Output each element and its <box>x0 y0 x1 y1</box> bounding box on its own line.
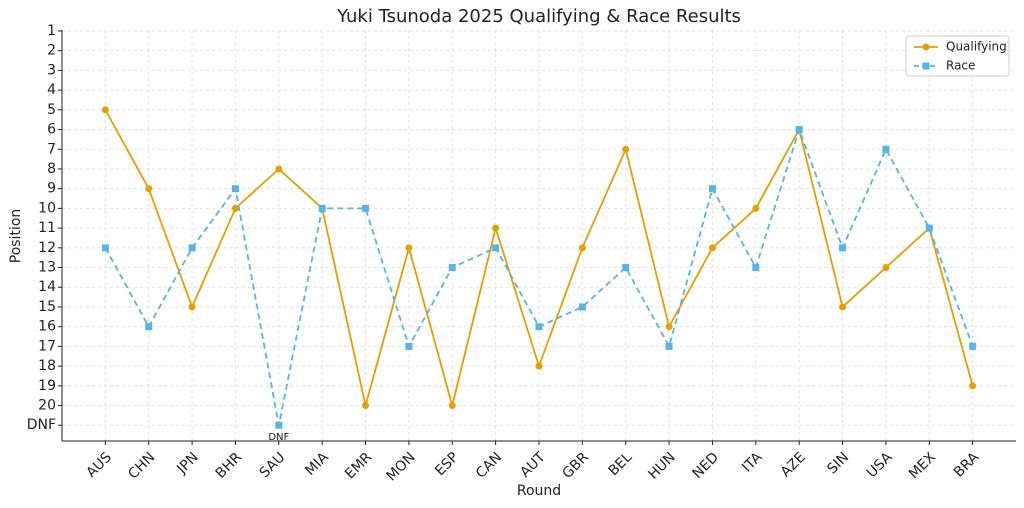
marker <box>839 244 847 252</box>
x-tick-label: AUT <box>517 449 549 481</box>
x-tick-label: SIN <box>824 449 852 477</box>
y-tick-label: 17 <box>38 338 56 354</box>
x-tick-label: CAN <box>473 449 505 481</box>
marker <box>275 165 283 173</box>
y-tick-label: 16 <box>38 319 56 335</box>
marker <box>922 62 930 70</box>
y-tick-label: 1 <box>47 23 56 39</box>
y-tick-label: 20 <box>38 398 56 414</box>
marker <box>405 244 413 252</box>
y-tick-label: 15 <box>38 299 56 315</box>
marker <box>188 244 196 252</box>
marker <box>622 145 630 153</box>
marker <box>448 264 456 272</box>
marker <box>665 342 673 350</box>
x-tick-label: CHN <box>125 449 158 482</box>
marker <box>578 244 586 252</box>
x-tick-label: NED <box>690 449 723 482</box>
marker <box>535 362 543 370</box>
x-tick-label: EMR <box>342 449 375 482</box>
marker <box>922 43 930 51</box>
marker <box>969 342 977 350</box>
x-tick-label: JPN <box>173 449 201 477</box>
y-tick-label: 5 <box>47 102 56 118</box>
y-tick-label: 2 <box>47 43 56 59</box>
marker <box>665 323 673 331</box>
marker <box>492 224 500 232</box>
marker <box>275 421 283 429</box>
y-tick-label: 9 <box>47 181 56 197</box>
marker <box>882 145 890 153</box>
marker <box>535 323 543 331</box>
y-tick-label: 18 <box>38 358 56 374</box>
marker <box>752 204 760 212</box>
y-tick-label: 3 <box>47 62 56 78</box>
y-tick-label: DNF <box>27 417 56 433</box>
marker <box>969 382 977 390</box>
y-tick-label: 7 <box>47 141 56 157</box>
y-tick-label: 12 <box>38 240 56 256</box>
marker <box>145 185 153 193</box>
marker <box>405 342 413 350</box>
y-tick-label: 14 <box>38 279 56 295</box>
x-tick-label: AUS <box>83 449 115 481</box>
marker <box>101 106 109 114</box>
x-tick-label: MIA <box>302 449 332 479</box>
marker <box>188 303 196 311</box>
x-tick-label: GBR <box>559 449 592 482</box>
marker <box>362 402 370 410</box>
marker <box>492 244 500 252</box>
x-tick-label: MON <box>384 449 419 484</box>
marker <box>839 303 847 311</box>
marker <box>708 185 716 193</box>
annotation: DNF <box>268 432 289 443</box>
chart-title: Yuki Tsunoda 2025 Qualifying & Race Resu… <box>336 6 741 27</box>
marker <box>231 185 239 193</box>
marker <box>448 402 456 410</box>
marker <box>708 244 716 252</box>
x-tick-label: ESP <box>432 449 462 479</box>
marker <box>578 303 586 311</box>
y-tick-label: 11 <box>38 220 56 236</box>
y-tick-label: 13 <box>38 260 56 276</box>
x-tick-label: HUN <box>645 449 678 482</box>
marker <box>231 204 239 212</box>
legend-label: Race <box>946 59 975 73</box>
x-tick-label: AZE <box>778 449 809 480</box>
x-tick-label: MEX <box>906 449 939 482</box>
y-tick-label: 4 <box>47 82 56 98</box>
marker <box>882 264 890 272</box>
marker <box>318 204 326 212</box>
y-tick-label: 6 <box>47 122 56 138</box>
marker <box>622 264 630 272</box>
x-tick-label: BRA <box>951 449 983 481</box>
x-tick-label: BHR <box>213 449 246 482</box>
y-tick-label: 19 <box>38 378 56 394</box>
x-tick-label: SAU <box>257 449 289 481</box>
marker <box>362 204 370 212</box>
x-axis-label: Round <box>517 483 561 499</box>
marker <box>145 323 153 331</box>
x-tick-label: USA <box>864 449 896 481</box>
x-tick-label: BEL <box>606 449 636 479</box>
y-tick-label: 8 <box>47 161 56 177</box>
legend-label: Qualifying <box>946 40 1007 54</box>
marker <box>925 224 933 232</box>
x-tick-label: ITA <box>739 449 766 476</box>
marker <box>752 264 760 272</box>
marker <box>101 244 109 252</box>
y-axis-label: Position <box>8 209 24 264</box>
y-tick-label: 10 <box>38 200 56 216</box>
marker <box>795 126 803 134</box>
